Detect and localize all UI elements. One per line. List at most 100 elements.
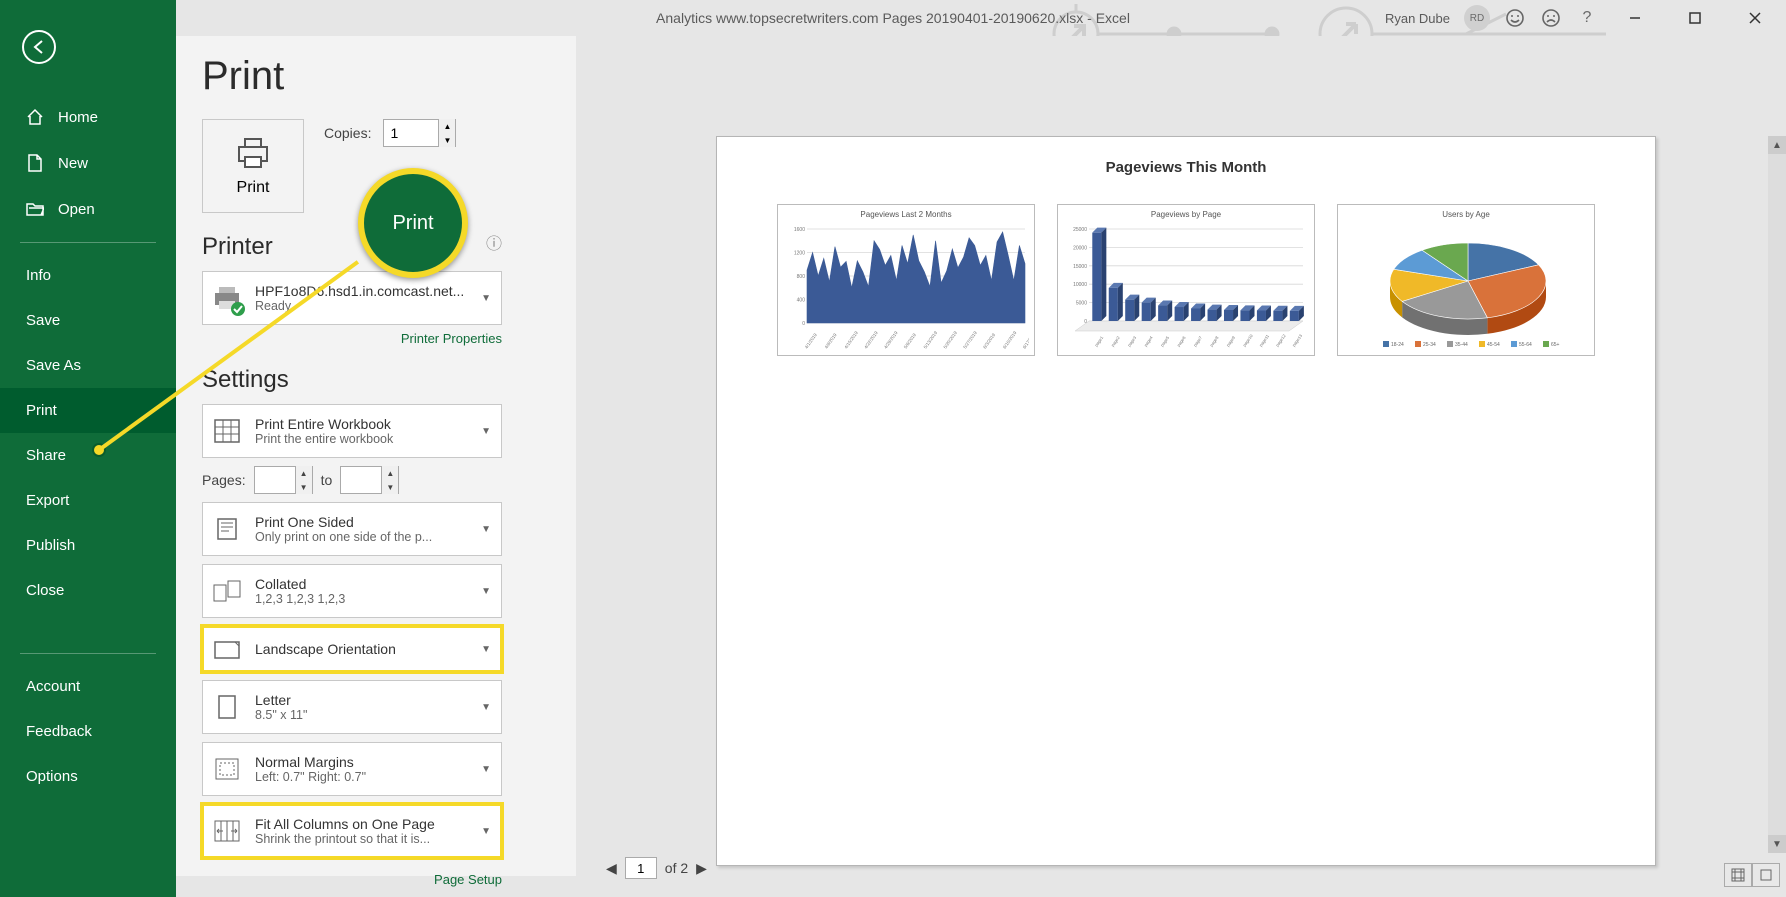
svg-text:page8: page8 (1209, 335, 1220, 348)
setting-paper-sub: 8.5" x 11" (255, 708, 493, 722)
svg-text:25000: 25000 (1073, 227, 1087, 233)
new-icon (26, 154, 44, 172)
nav-options[interactable]: Options (0, 754, 176, 799)
chevron-down-icon: ▼ (481, 426, 491, 437)
info-icon[interactable]: ⓘ (486, 230, 502, 254)
scroll-down-icon[interactable]: ▼ (1768, 835, 1786, 853)
svg-text:5/20/2019: 5/20/2019 (942, 330, 958, 350)
setting-scaling[interactable]: Fit All Columns on One PageShrink the pr… (202, 804, 502, 858)
pager-prev[interactable]: ◀ (606, 860, 617, 877)
preview-scrollbar[interactable]: ▲ ▼ (1768, 136, 1786, 853)
pager-current[interactable] (625, 857, 657, 879)
landscape-icon (211, 633, 243, 665)
chevron-down-icon: ▼ (481, 586, 491, 597)
scroll-up-icon[interactable]: ▲ (1768, 136, 1786, 154)
svg-text:page7: page7 (1192, 335, 1203, 348)
nav-feedback[interactable]: Feedback (0, 709, 176, 754)
close-button[interactable] (1732, 3, 1778, 33)
nav-close[interactable]: Close (0, 568, 176, 613)
svg-text:page2: page2 (1110, 335, 1121, 348)
backstage-sidebar: Home New Open Info Save Save As Print Sh… (0, 0, 176, 897)
print-button-label: Print (237, 179, 270, 197)
chart-title: Pageviews by Page (1151, 210, 1221, 219)
nav-separator (20, 242, 156, 243)
back-button[interactable] (22, 30, 56, 64)
nav-info[interactable]: Info (0, 253, 176, 298)
nav-label: Home (58, 109, 98, 126)
workbook-icon (211, 415, 243, 447)
setting-scope-sub: Print the entire workbook (255, 432, 493, 446)
pages-from-input[interactable] (255, 468, 295, 492)
nav-new[interactable]: New (0, 140, 176, 186)
setting-scaling-sub: Shrink the printout so that it is... (255, 832, 493, 846)
svg-text:15000: 15000 (1073, 264, 1087, 270)
setting-orientation[interactable]: Landscape Orientation ▼ (202, 626, 502, 672)
pages-to-label: to (321, 472, 333, 488)
svg-text:5000: 5000 (1076, 301, 1087, 307)
minimize-button[interactable] (1612, 3, 1658, 33)
print-button[interactable]: Print (202, 119, 304, 213)
spinner-up[interactable]: ▲ (382, 466, 398, 480)
svg-text:10000: 10000 (1073, 282, 1087, 288)
page-setup-link[interactable]: Page Setup (202, 872, 502, 887)
svg-text:55-64: 55-64 (1519, 342, 1532, 348)
setting-paper[interactable]: Letter8.5" x 11" ▼ (202, 680, 502, 734)
fit-columns-icon (211, 815, 243, 847)
svg-text:25-34: 25-34 (1423, 342, 1436, 348)
onesided-icon (211, 513, 243, 545)
pages-from[interactable]: ▲▼ (254, 466, 313, 494)
user-avatar[interactable]: RD (1464, 5, 1490, 31)
preview-pager: ◀ of 2 ▶ (606, 857, 707, 879)
nav-separator (20, 653, 156, 654)
nav-label: Publish (26, 537, 75, 554)
title-bar: Analytics www.topsecretwriters.com Pages… (0, 0, 1786, 36)
nav-home[interactable]: Home (0, 94, 176, 140)
spinner-down[interactable]: ▼ (296, 480, 312, 494)
spinner-down[interactable]: ▼ (439, 133, 455, 147)
nav-export[interactable]: Export (0, 478, 176, 523)
pages-to[interactable]: ▲▼ (340, 466, 399, 494)
svg-text:5/13/2019: 5/13/2019 (923, 330, 939, 350)
maximize-button[interactable] (1672, 3, 1718, 33)
face-frown-icon[interactable] (1540, 7, 1562, 29)
nav-share[interactable]: Share (0, 433, 176, 478)
nav-label: Account (26, 678, 80, 695)
svg-text:5/6/2019: 5/6/2019 (903, 332, 917, 350)
nav-account[interactable]: Account (0, 664, 176, 709)
chevron-down-icon: ▼ (481, 524, 491, 535)
nav-save-as[interactable]: Save As (0, 343, 176, 388)
show-margins-button[interactable] (1724, 863, 1752, 887)
svg-text:page6: page6 (1176, 335, 1187, 348)
setting-margins[interactable]: Normal MarginsLeft: 0.7" Right: 0.7" ▼ (202, 742, 502, 796)
printer-heading: Printer (202, 233, 273, 261)
spinner-down[interactable]: ▼ (382, 480, 398, 494)
zoom-to-page-button[interactable] (1752, 863, 1780, 887)
nav-save[interactable]: Save (0, 298, 176, 343)
copies-label: Copies: (324, 125, 371, 141)
annotation-label: Print (392, 212, 433, 235)
pager-next[interactable]: ▶ (696, 860, 707, 877)
svg-text:65+: 65+ (1551, 342, 1560, 348)
setting-collate-title: Collated (255, 576, 493, 592)
copies-input[interactable] (384, 121, 438, 145)
pages-label: Pages: (202, 472, 246, 488)
printer-select[interactable]: HPF1o8D6.hsd1.in.comcast.net... Ready ▼ (202, 271, 502, 325)
collate-icon (211, 575, 243, 607)
preview-page: Pageviews This Month Pageviews Last 2 Mo… (716, 136, 1656, 866)
setting-scope[interactable]: Print Entire WorkbookPrint the entire wo… (202, 404, 502, 458)
arrow-left-icon (31, 39, 47, 55)
nav-open[interactable]: Open (0, 186, 176, 232)
nav-publish[interactable]: Publish (0, 523, 176, 568)
help-icon[interactable]: ? (1576, 7, 1598, 29)
setting-collate[interactable]: Collated1,2,3 1,2,3 1,2,3 ▼ (202, 564, 502, 618)
pages-to-input[interactable] (341, 468, 381, 492)
print-panel: Print Print Copies: ▲▼ Printer ⓘ (176, 36, 576, 876)
setting-sides[interactable]: Print One SidedOnly print on one side of… (202, 502, 502, 556)
spinner-up[interactable]: ▲ (296, 466, 312, 480)
setting-scope-title: Print Entire Workbook (255, 416, 493, 432)
spinner-up[interactable]: ▲ (439, 119, 455, 133)
copies-spinner[interactable]: ▲▼ (383, 119, 456, 147)
nav-label: Open (58, 201, 95, 218)
face-smile-icon[interactable] (1504, 7, 1526, 29)
setting-sides-sub: Only print on one side of the p... (255, 530, 493, 544)
